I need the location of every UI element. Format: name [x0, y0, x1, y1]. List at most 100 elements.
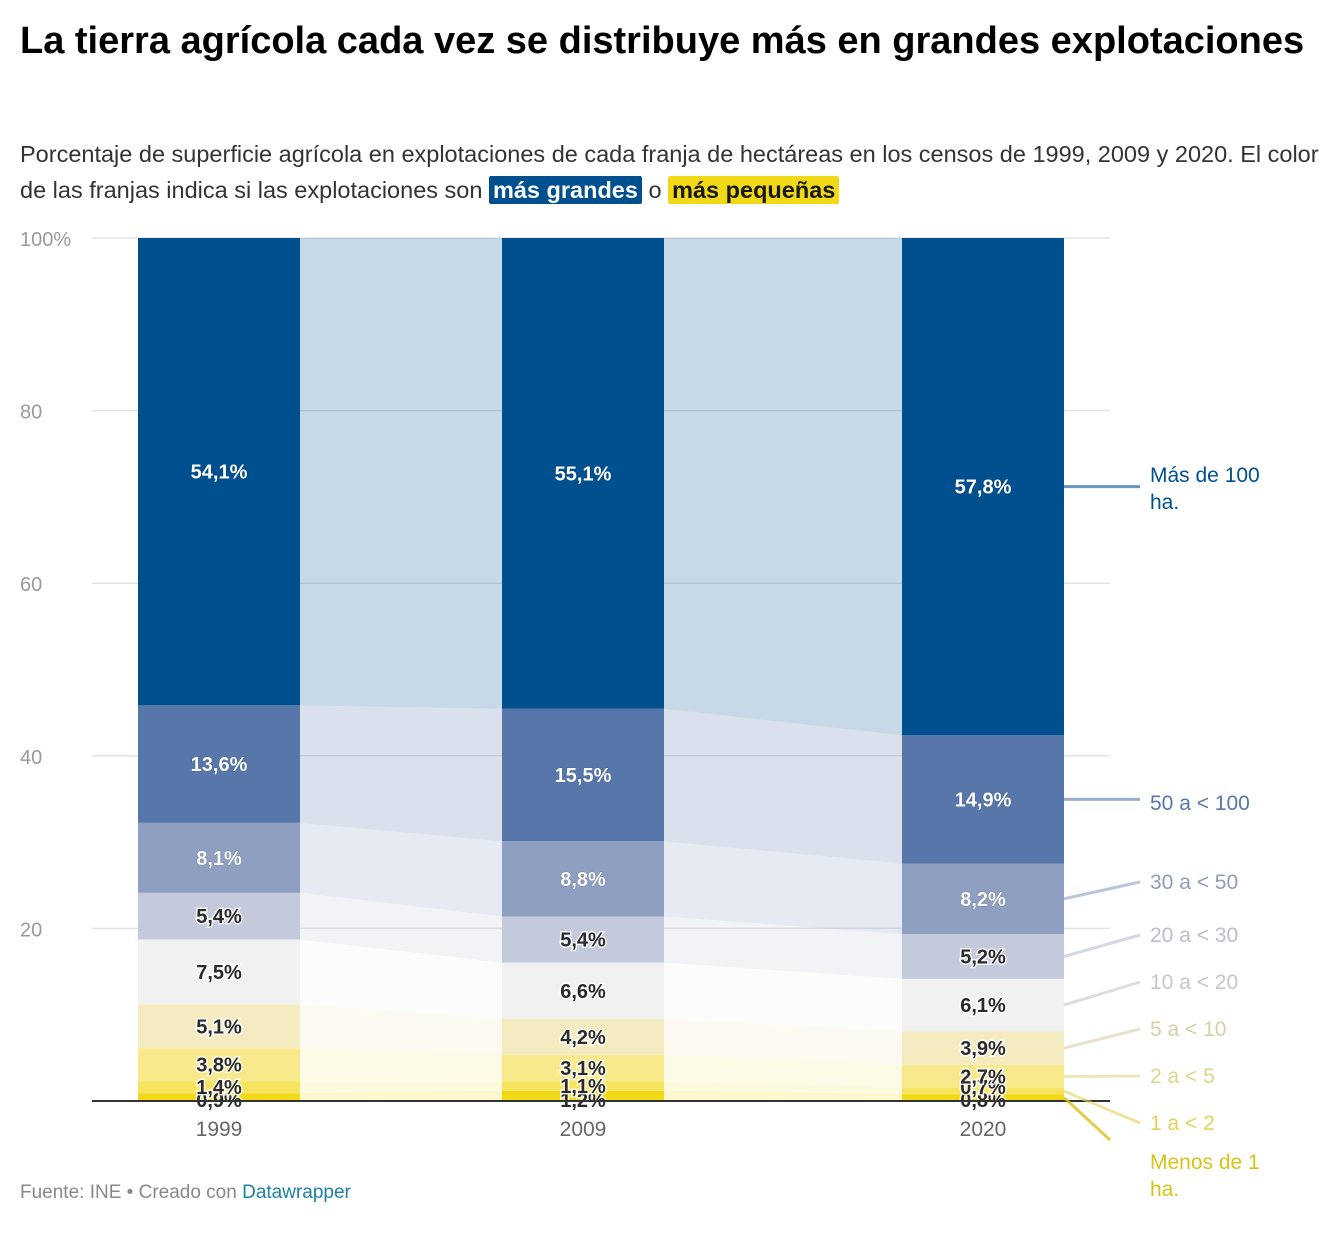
bars	[138, 238, 1064, 1101]
legend-label: 50 a < 100	[1150, 792, 1250, 815]
legend-label: 30 a < 50	[1150, 871, 1238, 894]
bar-segment	[902, 1031, 1064, 1065]
highlight-larger: más grandes	[488, 176, 642, 204]
flow-area	[300, 1048, 502, 1082]
bar-segment	[138, 892, 300, 940]
value-label: 8,1%	[196, 848, 242, 870]
flow-area	[664, 1054, 902, 1089]
y-axis: 20 40 60 80 100%	[20, 229, 71, 941]
value-label: 13,6%	[191, 754, 248, 776]
datawrapper-link[interactable]: Datawrapper	[242, 1182, 351, 1203]
legend: Más de 100 ha. 50 a < 100 30 a < 50 20 a < 3…	[1062, 464, 1260, 1201]
flow-area	[664, 1090, 902, 1101]
legend-label: 5 a < 10	[1150, 1018, 1226, 1041]
value-label: 5,1%	[196, 1016, 242, 1038]
x-tick-label: 2009	[560, 1118, 607, 1141]
flow-area	[664, 1081, 902, 1095]
value-label: 14,9%	[955, 789, 1012, 811]
value-label: 0,7%	[960, 1077, 1006, 1099]
flow-area	[664, 962, 902, 1032]
value-label: 1,1%	[560, 1076, 606, 1098]
subtitle-text: Porcentaje de superficie agrícola en exp…	[20, 141, 1319, 203]
flow-area	[664, 1018, 902, 1065]
value-label: 1,4%	[196, 1077, 242, 1099]
value-label: 55,1%	[555, 463, 612, 485]
connecting-areas	[300, 238, 902, 1101]
legend-leader-line	[1063, 1089, 1141, 1125]
flow-area	[300, 705, 502, 842]
flow-area	[300, 1081, 502, 1094]
value-label: 5,4%	[560, 930, 606, 952]
x-tick-label: 2020	[960, 1118, 1007, 1141]
legend-label-line: ha.	[1150, 1178, 1179, 1201]
flow-area	[664, 238, 902, 736]
value-label: 54,1%	[191, 462, 248, 484]
flow-area	[300, 822, 502, 917]
bar-segment	[502, 238, 664, 709]
value-label: 3,9%	[960, 1038, 1006, 1060]
value-labels: 0,9% 1,2% 0,8%1,4% 1,1% 0,7%3,8% 3,1% 2,7%5,1%…	[190, 461, 1012, 1113]
legend-label: 20 a < 30	[1150, 924, 1238, 947]
bar-segment	[138, 1004, 300, 1049]
bar-segment	[902, 1064, 1064, 1089]
value-label: 5,2%	[960, 946, 1006, 968]
bar-segment	[138, 705, 300, 823]
bar-segment	[902, 978, 1064, 1032]
legend-label-line: Menos de 1	[1150, 1151, 1260, 1174]
bar-segment	[502, 1054, 664, 1082]
subtitle-connector: o	[648, 177, 662, 203]
bar-segment	[902, 934, 1064, 979]
bar-segment	[902, 1088, 1064, 1095]
y-tick-label: 100%	[20, 229, 71, 251]
bar-segment	[138, 1093, 300, 1101]
bar-segment	[502, 1018, 664, 1055]
bar-segment	[502, 1081, 664, 1091]
bar-segment	[502, 962, 664, 1019]
bar-segment	[138, 939, 300, 1005]
flow-area	[664, 841, 902, 935]
bar-segment	[138, 1081, 300, 1094]
value-label: 6,6%	[560, 981, 606, 1003]
value-label: 7,5%	[196, 962, 242, 984]
bar-segment	[138, 238, 300, 706]
flow-area	[300, 939, 502, 1019]
legend-leader-line	[1063, 1027, 1141, 1050]
legend-leader-line	[1063, 880, 1141, 901]
legend-label: Más de 100 ha.	[1150, 464, 1260, 514]
y-tick-label: 80	[20, 402, 42, 424]
legend-label-line: ha.	[1150, 491, 1179, 514]
value-label: 4,2%	[560, 1027, 606, 1049]
legend-label: 1 a < 2	[1150, 1112, 1215, 1135]
legend-leader-line	[1063, 980, 1141, 1007]
legend-label: 10 a < 20	[1150, 971, 1238, 994]
flow-area	[300, 892, 502, 963]
bar-segment	[502, 841, 664, 917]
flow-area	[300, 1090, 502, 1101]
y-tick-label: 40	[20, 747, 42, 769]
value-label: 2,7%	[960, 1066, 1006, 1088]
bar-segment	[502, 1090, 664, 1101]
chart-subtitle: Porcentaje de superficie agrícola en exp…	[20, 136, 1320, 208]
value-label: 3,1%	[560, 1058, 606, 1080]
value-label: 5,4%	[196, 906, 242, 928]
bar-segment	[502, 708, 664, 842]
y-tick-label: 60	[20, 574, 42, 596]
flow-area	[300, 1004, 502, 1055]
bar-segment	[502, 916, 664, 963]
bar-segment	[138, 1048, 300, 1082]
value-label: 8,8%	[560, 869, 606, 891]
legend-leader-line	[1063, 933, 1141, 958]
value-label: 8,2%	[960, 889, 1006, 911]
flow-area	[300, 238, 502, 709]
legend-label-line: Más de 100	[1150, 464, 1260, 487]
bar-segment	[902, 735, 1064, 864]
value-label: 15,5%	[555, 765, 612, 787]
legend-label: 2 a < 5	[1150, 1065, 1215, 1088]
flow-area	[664, 708, 902, 864]
y-tick-label: 20	[20, 919, 42, 941]
bar-segment	[138, 822, 300, 893]
x-tick-label: 1999	[196, 1118, 243, 1141]
value-label: 3,8%	[196, 1055, 242, 1077]
legend-leader-line	[1062, 1096, 1112, 1142]
